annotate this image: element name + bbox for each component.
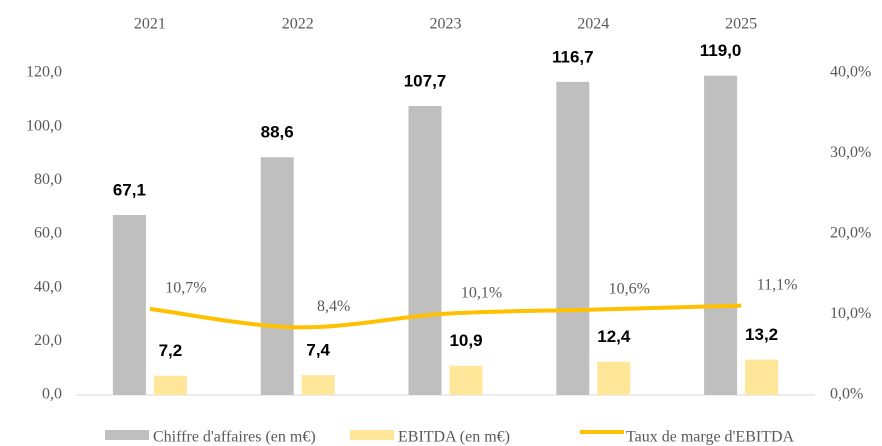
value-label: 116,7 [552, 47, 594, 66]
value-label: 8,4% [317, 298, 350, 315]
x-tick-label: 2023 [430, 16, 462, 33]
value-label: 7,2 [159, 341, 183, 360]
value-label: 10,6% [609, 280, 650, 297]
x-tick-label: 2022 [282, 16, 314, 33]
value-label: 10,7% [165, 280, 206, 297]
y-tick-label: 0,0 [42, 386, 62, 403]
value-label: 7,4 [306, 341, 330, 360]
y-tick-label: 60,0 [34, 225, 62, 242]
value-label: 107,7 [404, 71, 447, 90]
y2-tick-label: 40,0% [830, 64, 871, 81]
value-label: 119,0 [700, 41, 742, 60]
bar [449, 365, 483, 395]
bar [153, 375, 187, 395]
x-tick-label: 2024 [577, 16, 609, 33]
legend-swatch [350, 430, 394, 440]
y-tick-label: 120,0 [26, 64, 62, 81]
bar [301, 375, 335, 395]
bar [408, 106, 442, 395]
value-label: 10,1% [461, 284, 502, 301]
y-tick-label: 80,0 [34, 171, 62, 188]
value-label: 13,2 [745, 325, 778, 344]
value-label: 12,4 [597, 327, 631, 346]
value-label: 67,1 [113, 180, 146, 199]
legend-label: Chiffre d'affaires (en m€) [153, 429, 316, 446]
bar [112, 214, 146, 395]
y-tick-label: 40,0 [34, 278, 62, 295]
bar [745, 359, 779, 395]
x-tick-label: 2021 [134, 16, 166, 33]
y-tick-label: 100,0 [26, 117, 62, 134]
y2-tick-label: 30,0% [830, 144, 871, 161]
value-label: 11,1% [757, 276, 798, 293]
y-tick-label: 20,0 [34, 332, 62, 349]
x-tick-label: 2025 [725, 16, 757, 33]
y2-tick-label: 20,0% [830, 225, 871, 242]
y2-tick-label: 0,0% [830, 386, 863, 403]
bar [260, 157, 294, 395]
legend-label: EBITDA (en m€) [398, 429, 510, 446]
bar [597, 361, 631, 395]
line [149, 303, 742, 330]
y2-tick-label: 10,0% [830, 305, 871, 322]
bar [556, 81, 590, 395]
value-label: 88,6 [261, 123, 294, 142]
legend-label: Taux de marge d'EBITDA [626, 429, 795, 446]
legend-swatch [105, 430, 149, 440]
value-label: 10,9 [449, 331, 482, 350]
bar [704, 75, 738, 395]
